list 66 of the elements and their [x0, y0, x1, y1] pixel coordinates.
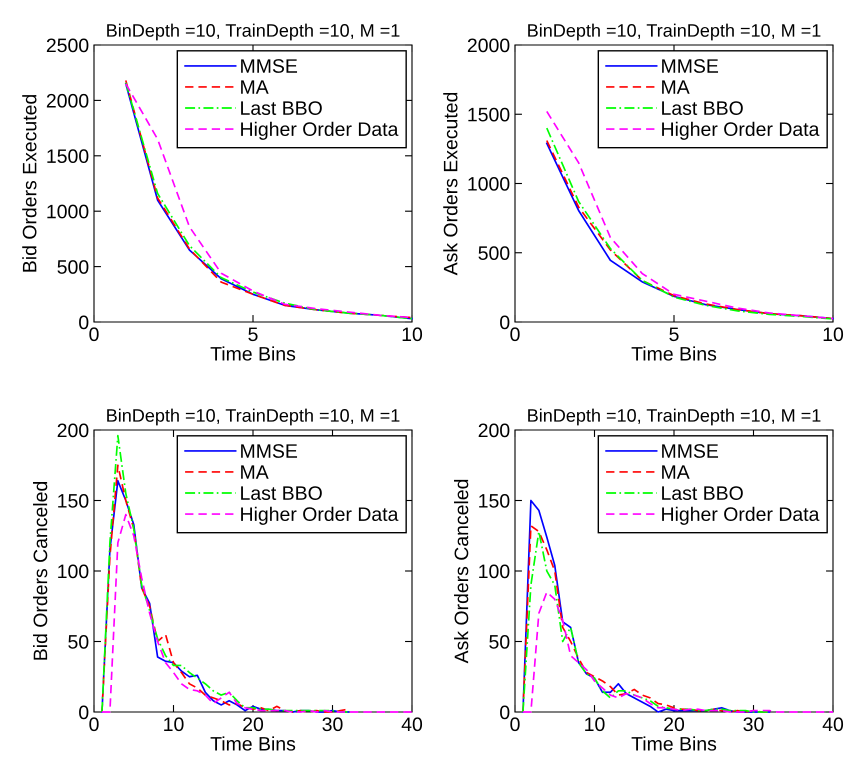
y-tick-label: 200	[58, 423, 88, 438]
x-tick-label: 5	[248, 328, 258, 342]
legend-label: Last BBO	[241, 486, 322, 500]
legend-label: Last BBO	[662, 486, 743, 500]
legend-label: MA	[241, 80, 269, 94]
x-tick-label: 40	[402, 717, 422, 732]
x-tick-label: 40	[822, 717, 844, 732]
x-tick-label: 0	[510, 717, 520, 732]
y-tick-label: 1000	[468, 176, 510, 191]
legend-label: MMSE	[662, 444, 718, 458]
legend-label: Higher Order Data	[662, 122, 820, 140]
x-axis-title: Time Bins	[632, 736, 716, 751]
y-tick-label: 0	[79, 315, 88, 330]
y-tick-label: 500	[478, 246, 510, 260]
legend-label: Higher Order Data	[662, 506, 820, 525]
y-tick-label: 150	[58, 494, 88, 508]
x-tick-label: 20	[664, 717, 684, 732]
x-tick-label: 10	[585, 717, 605, 732]
x-tick-label: 0	[89, 717, 99, 732]
y-tick-label: 200	[478, 423, 510, 438]
x-tick-label: 10	[164, 717, 184, 732]
y-tick-label: 0	[500, 705, 510, 720]
y-axis-title: Bid Orders Canceled	[33, 482, 48, 660]
legend-label: Higher Order Data	[241, 506, 398, 525]
legend-label: MMSE	[241, 59, 298, 73]
legend-label: MA	[241, 465, 269, 479]
y-tick-label: 2000	[46, 94, 88, 108]
legend-label: MA	[662, 80, 690, 94]
x-tick-label: 10	[402, 327, 422, 342]
x-tick-label: 30	[322, 717, 343, 732]
y-tick-label: 2500	[46, 38, 88, 52]
x-axis-title: Time Bins	[632, 346, 716, 361]
chart-title: BinDepth =10, TrainDepth =10, M =1	[528, 408, 820, 426]
y-tick-label: 1500	[47, 149, 88, 164]
legend-label: Higher Order Data	[241, 122, 398, 140]
y-axis-title: Bid Orders Executed	[22, 95, 36, 272]
x-axis-title: Time Bins	[210, 736, 296, 751]
y-tick-label: 1000	[47, 204, 88, 218]
chart-title: BinDepth =10, TrainDepth =10, M =1	[107, 24, 400, 40]
y-tick-label: 0	[79, 705, 88, 720]
y-tick-label: 100	[58, 564, 88, 578]
y-tick-label: 50	[68, 634, 88, 649]
chart-title: BinDepth =10, TrainDepth =10, M =1	[107, 408, 400, 426]
legend-label: MA	[662, 465, 690, 479]
line-series	[522, 591, 834, 713]
x-tick-label: 0	[89, 327, 99, 342]
x-tick-label: 20	[243, 717, 264, 732]
y-tick-label: 50	[489, 634, 510, 649]
legend-label: MMSE	[241, 444, 298, 458]
x-tick-label: 5	[669, 328, 679, 342]
legend-label: Last BBO	[662, 101, 743, 115]
y-tick-label: 100	[479, 564, 510, 578]
x-tick-label: 10	[824, 327, 844, 342]
y-tick-label: 1500	[468, 108, 510, 122]
y-tick-label: 500	[57, 260, 88, 274]
y-tick-label: 150	[479, 494, 510, 508]
y-axis-title: Ask Orders Executed	[443, 92, 458, 276]
legend-label: Last BBO	[241, 101, 322, 115]
x-axis-title: Time Bins	[210, 346, 296, 361]
y-axis-title: Ask Orders Canceled	[454, 480, 468, 664]
y-tick-label: 0	[500, 315, 510, 330]
y-tick-label: 2000	[468, 38, 510, 52]
x-tick-label: 0	[510, 327, 520, 342]
x-tick-label: 30	[743, 717, 764, 732]
legend-label: MMSE	[662, 59, 718, 73]
chart-title: BinDepth =10, TrainDepth =10, M =1	[528, 24, 820, 40]
